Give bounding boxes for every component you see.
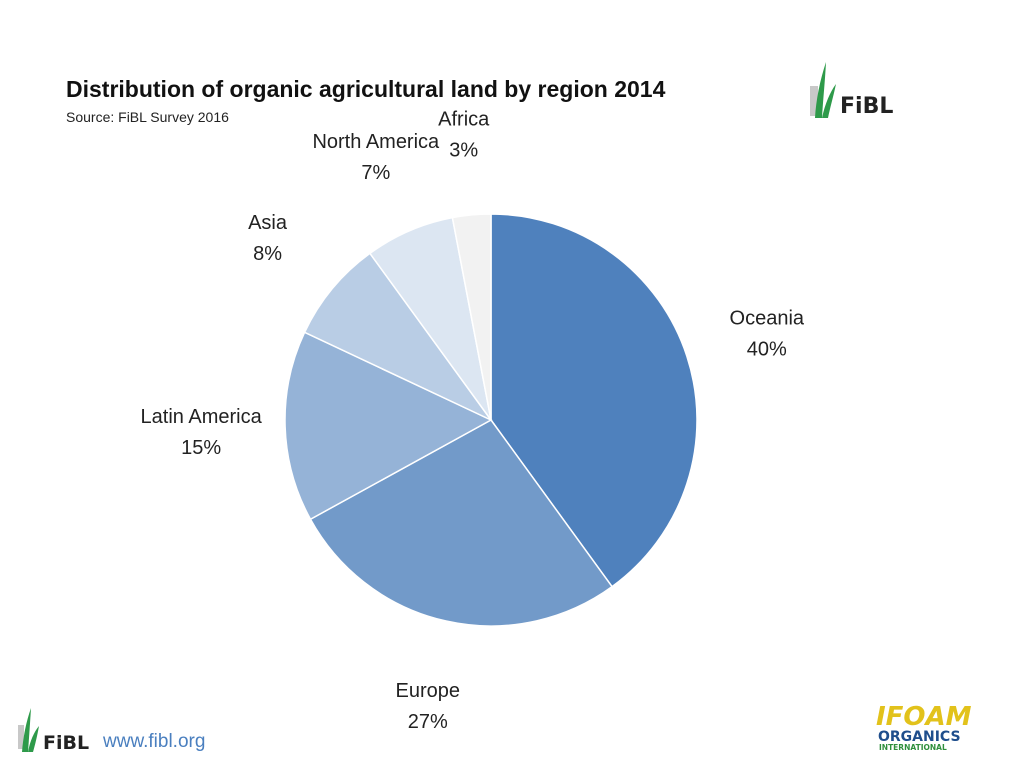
slice-label-europe: Europe bbox=[395, 680, 460, 702]
slice-value-asia: 8% bbox=[253, 243, 282, 265]
pie-slice-africa bbox=[451, 213, 492, 421]
ifoam-international-text: INTERNATIONAL bbox=[879, 743, 947, 752]
fibl-leaf-icon-bottom bbox=[22, 708, 31, 752]
slice-label-asia: Asia bbox=[248, 212, 288, 234]
fibl-logo-bar bbox=[810, 86, 818, 116]
slice-label-north-america: North America bbox=[312, 131, 440, 153]
fibl-leaf-icon-bottom-2 bbox=[28, 726, 39, 752]
slice-value-north-america: 7% bbox=[361, 162, 390, 184]
pie-slice-europe bbox=[309, 419, 614, 627]
ifoam-logo-text: IFOAM bbox=[876, 702, 972, 732]
fibl-logo-text: FiBL bbox=[840, 94, 893, 119]
pie-labels: Oceania 40% Europe 27% Latin America 15% Asia 8… bbox=[141, 108, 805, 733]
slice-value-latin-america: 15% bbox=[181, 437, 221, 459]
pie-slice-asia bbox=[303, 252, 492, 421]
fibl-logo-top: FiBL bbox=[810, 62, 893, 119]
slice-value-europe: 27% bbox=[408, 711, 448, 733]
pie-slices bbox=[284, 213, 698, 627]
chart-source: Source: FiBL Survey 2016 bbox=[66, 109, 229, 125]
slice-label-latin-america: Latin America bbox=[141, 406, 263, 428]
fibl-logo-text-bottom: FiBL bbox=[43, 732, 89, 754]
ifoam-organics-text: ORGANICS bbox=[878, 729, 961, 745]
fibl-logo-bottom: FiBL bbox=[18, 708, 89, 754]
chart-title: Distribution of organic agricultural lan… bbox=[66, 76, 666, 102]
slice-value-oceania: 40% bbox=[747, 338, 787, 360]
slice-label-oceania: Oceania bbox=[730, 307, 805, 329]
pie-slice-latin-america bbox=[284, 331, 493, 521]
slice-label-africa: Africa bbox=[438, 108, 490, 130]
footer-url-link[interactable]: www.fibl.org bbox=[103, 731, 206, 752]
slice-value-africa: 3% bbox=[449, 139, 478, 161]
ifoam-logo: IFOAM ORGANICS INTERNATIONAL bbox=[876, 702, 972, 752]
fibl-leaf-icon-2 bbox=[822, 84, 836, 118]
pie-slice-oceania bbox=[490, 213, 698, 588]
fibl-leaf-icon bbox=[815, 62, 826, 118]
fibl-logo-bar-bottom bbox=[18, 725, 24, 749]
